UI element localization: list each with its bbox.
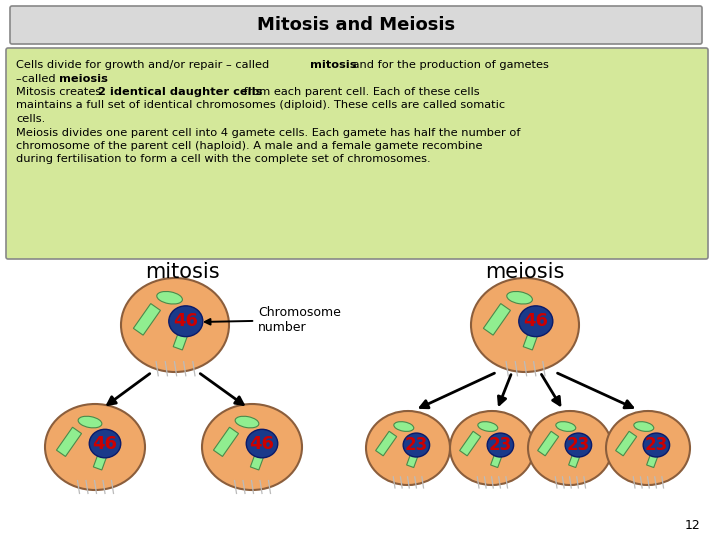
Text: 2 identical daughter cells: 2 identical daughter cells <box>98 87 262 97</box>
Ellipse shape <box>366 411 450 485</box>
Ellipse shape <box>78 416 102 428</box>
Ellipse shape <box>487 433 513 457</box>
Polygon shape <box>569 449 582 468</box>
Ellipse shape <box>565 433 592 457</box>
Ellipse shape <box>519 306 553 336</box>
Text: maintains a full set of identical chromosomes (diploid). These cells are called : maintains a full set of identical chromo… <box>16 100 505 111</box>
Text: mitosis: mitosis <box>145 262 220 282</box>
Ellipse shape <box>606 411 690 485</box>
Text: Mitosis and Meiosis: Mitosis and Meiosis <box>257 16 455 34</box>
Ellipse shape <box>157 292 182 304</box>
Text: cells.: cells. <box>16 114 45 124</box>
Ellipse shape <box>528 411 612 485</box>
Text: 46: 46 <box>174 312 198 330</box>
Polygon shape <box>407 449 420 468</box>
Polygon shape <box>133 303 161 335</box>
Text: 46: 46 <box>92 435 117 453</box>
Text: 12: 12 <box>684 519 700 532</box>
Polygon shape <box>56 427 81 456</box>
Ellipse shape <box>235 416 259 428</box>
Polygon shape <box>616 431 636 456</box>
FancyBboxPatch shape <box>10 6 702 44</box>
Ellipse shape <box>450 411 534 485</box>
FancyBboxPatch shape <box>6 48 708 259</box>
Polygon shape <box>490 449 503 468</box>
Text: .: . <box>100 73 104 84</box>
Ellipse shape <box>643 433 670 457</box>
Ellipse shape <box>403 433 430 457</box>
Ellipse shape <box>45 404 145 490</box>
Text: from each parent cell. Each of these cells: from each parent cell. Each of these cel… <box>240 87 480 97</box>
Text: 46: 46 <box>250 435 274 453</box>
Polygon shape <box>94 448 109 470</box>
Ellipse shape <box>556 422 576 431</box>
Text: 23: 23 <box>645 436 668 454</box>
Ellipse shape <box>471 278 579 372</box>
Polygon shape <box>483 303 510 335</box>
Polygon shape <box>174 326 190 350</box>
Text: –called: –called <box>16 73 59 84</box>
Ellipse shape <box>168 306 203 336</box>
Text: 23: 23 <box>405 436 428 454</box>
Text: mitosis: mitosis <box>310 60 356 70</box>
Text: Cells divide for growth and/or repair – called: Cells divide for growth and/or repair – … <box>16 60 273 70</box>
Text: 23: 23 <box>567 436 590 454</box>
Ellipse shape <box>246 429 278 458</box>
Text: Chromosome
number: Chromosome number <box>205 306 341 334</box>
Polygon shape <box>523 326 540 350</box>
Ellipse shape <box>89 429 121 458</box>
Text: meiosis: meiosis <box>485 262 564 282</box>
Polygon shape <box>459 431 481 456</box>
Text: and for the production of gametes: and for the production of gametes <box>349 60 549 70</box>
Ellipse shape <box>507 292 532 304</box>
Polygon shape <box>213 427 238 456</box>
Ellipse shape <box>394 422 414 431</box>
Text: 23: 23 <box>489 436 512 454</box>
Polygon shape <box>647 449 660 468</box>
Ellipse shape <box>478 422 498 431</box>
Text: Meiosis divides one parent cell into 4 gamete cells. Each gamete has half the nu: Meiosis divides one parent cell into 4 g… <box>16 127 521 138</box>
Text: chromosome of the parent cell (haploid). A male and a female gamete recombine: chromosome of the parent cell (haploid).… <box>16 141 482 151</box>
Polygon shape <box>538 431 559 456</box>
Polygon shape <box>376 431 397 456</box>
Text: meiosis: meiosis <box>59 73 108 84</box>
Ellipse shape <box>634 422 654 431</box>
Polygon shape <box>251 448 266 470</box>
Text: Mitosis creates: Mitosis creates <box>16 87 105 97</box>
Text: during fertilisation to form a cell with the complete set of chromosomes.: during fertilisation to form a cell with… <box>16 154 431 165</box>
Text: 46: 46 <box>523 312 549 330</box>
Ellipse shape <box>202 404 302 490</box>
Ellipse shape <box>121 278 229 372</box>
